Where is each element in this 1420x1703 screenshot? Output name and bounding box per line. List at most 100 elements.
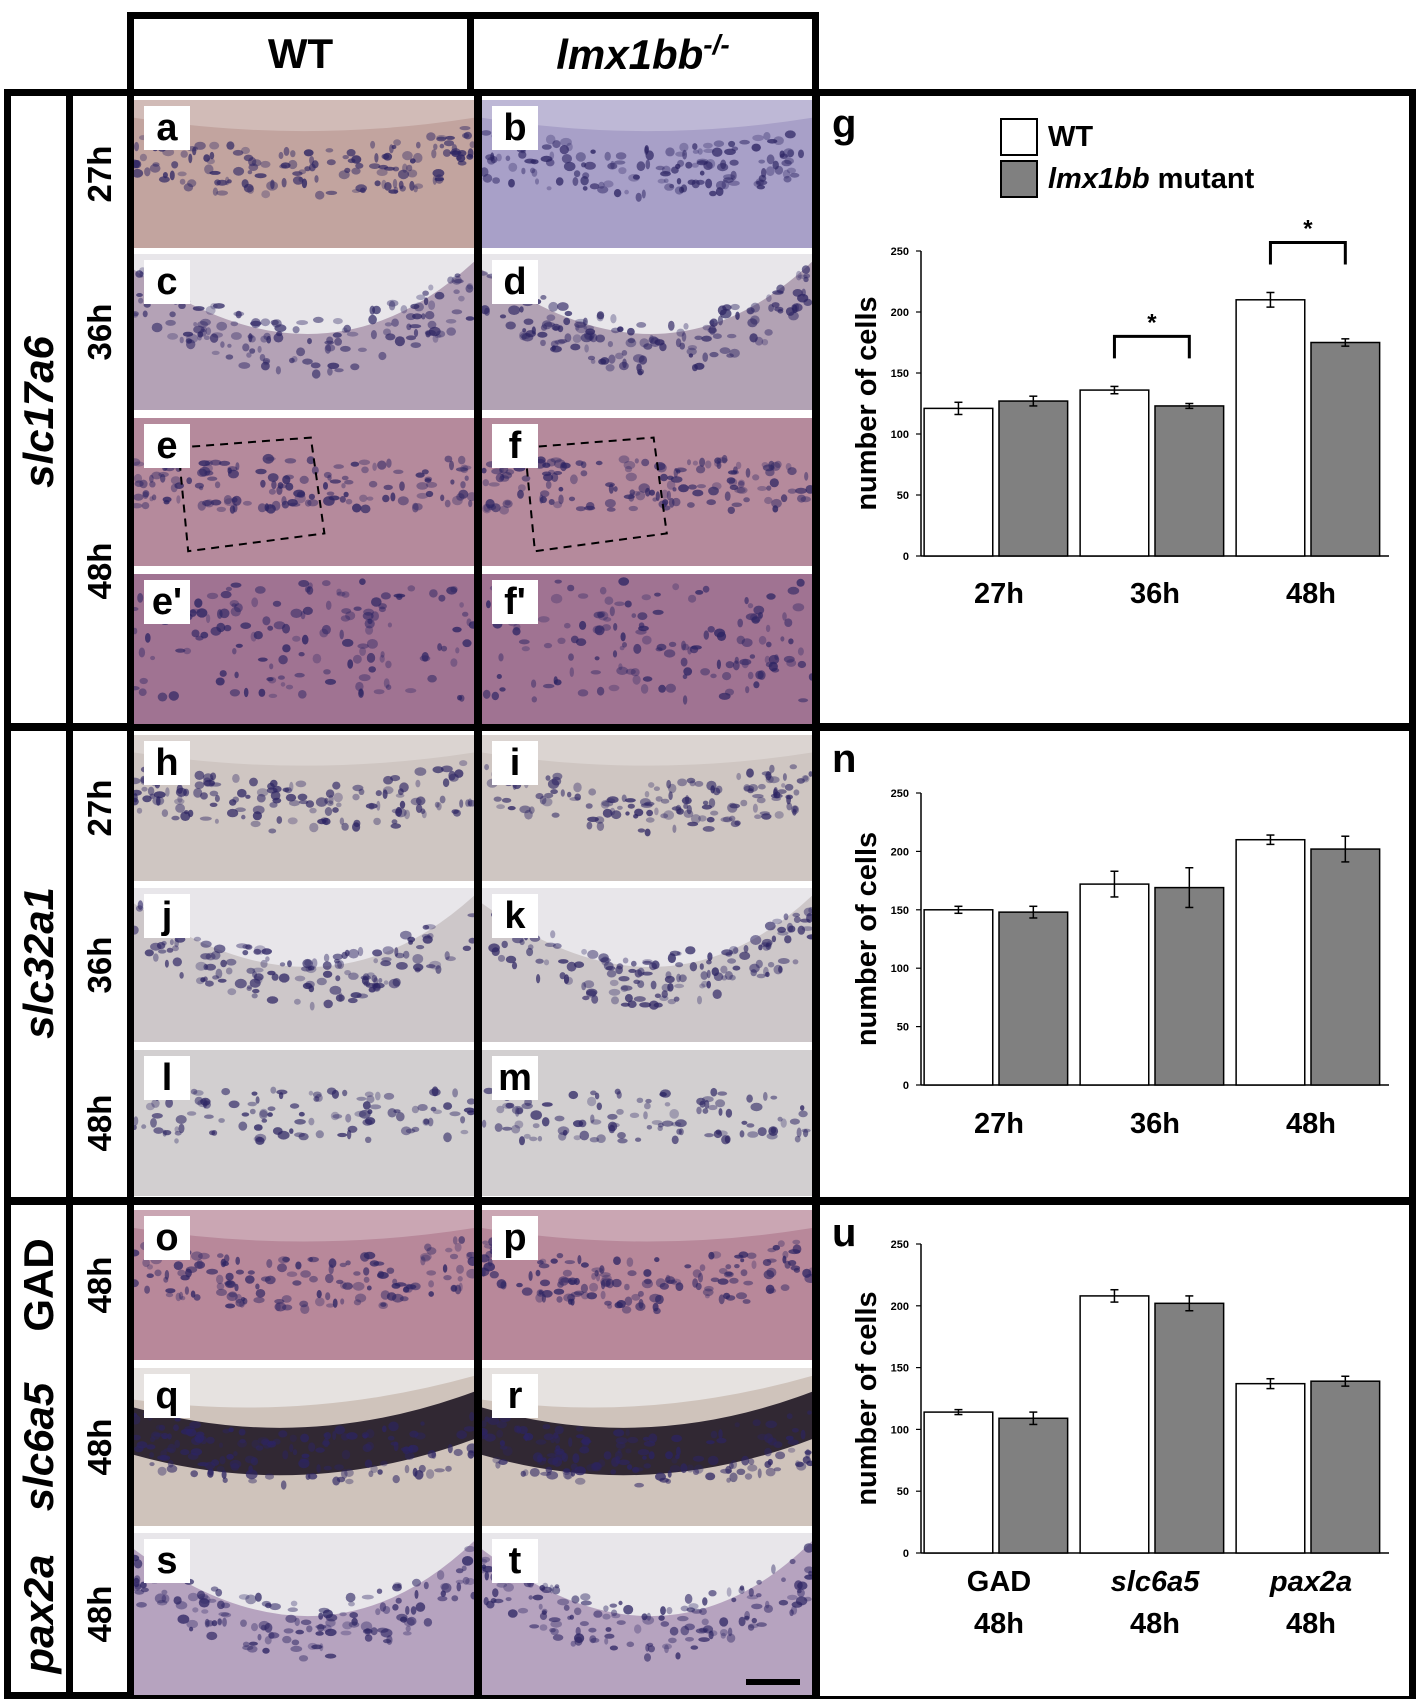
panel-label-d: d xyxy=(492,260,538,304)
stained-cell xyxy=(323,1438,330,1448)
stained-cell xyxy=(200,326,207,333)
stained-cell xyxy=(158,1424,166,1431)
stained-cell xyxy=(207,1469,214,1478)
stained-cell xyxy=(698,1272,703,1283)
stained-cell xyxy=(251,1091,258,1096)
stained-cell xyxy=(142,490,150,498)
stained-cell xyxy=(466,492,474,502)
stained-cell xyxy=(571,1595,580,1604)
stained-cell xyxy=(601,624,612,631)
tissue-image xyxy=(482,735,812,837)
stained-cell xyxy=(220,590,232,599)
stained-cell xyxy=(637,370,643,376)
stained-cell xyxy=(392,1583,402,1592)
stained-cell xyxy=(308,163,316,172)
stained-cell xyxy=(399,1296,409,1302)
stained-cell xyxy=(251,993,258,999)
stained-cell xyxy=(739,658,752,666)
stained-cell xyxy=(763,1091,768,1101)
stained-cell xyxy=(390,823,402,829)
stained-cell xyxy=(241,814,246,820)
stained-cell xyxy=(788,311,799,321)
stained-cell xyxy=(205,327,212,336)
stained-cell xyxy=(518,484,526,492)
stained-cell xyxy=(523,1133,531,1139)
stained-cell xyxy=(795,487,807,494)
stained-cell xyxy=(451,1595,459,1602)
stained-cell xyxy=(727,1627,733,1637)
stained-cell xyxy=(605,1627,612,1632)
stained-cell xyxy=(334,368,344,373)
stained-cell xyxy=(390,775,401,782)
stained-cell xyxy=(765,771,772,781)
stained-cell xyxy=(797,925,806,935)
stained-cell xyxy=(291,1639,300,1646)
stained-cell xyxy=(245,1594,257,1605)
stained-cell xyxy=(366,652,376,663)
stained-cell xyxy=(342,638,354,647)
stained-cell xyxy=(298,1458,310,1469)
stained-cell xyxy=(272,1438,281,1445)
stained-cell xyxy=(229,799,237,806)
stained-cell xyxy=(710,673,717,679)
significance-bracket xyxy=(1268,240,1347,265)
tissue-edge xyxy=(482,1210,812,1242)
stained-cell xyxy=(214,794,220,803)
stained-cell xyxy=(384,322,393,327)
stained-cell xyxy=(204,164,214,175)
stained-cell xyxy=(627,1464,633,1470)
image-panel-a: a xyxy=(134,100,474,248)
stained-cell xyxy=(505,321,516,330)
mutant-gene-name: lmx1bb xyxy=(556,31,704,78)
stained-cell xyxy=(708,324,716,335)
stained-cell xyxy=(295,1629,304,1635)
stained-cell xyxy=(672,583,680,591)
stained-cell xyxy=(601,956,610,966)
stained-cell xyxy=(343,324,351,333)
stained-cell xyxy=(278,151,284,160)
stained-cell xyxy=(445,135,455,140)
stained-cell xyxy=(134,607,139,611)
stained-cell xyxy=(322,961,332,970)
stained-cell xyxy=(369,163,381,169)
stained-cell xyxy=(271,973,279,981)
stained-cell xyxy=(134,480,144,487)
stained-cell xyxy=(413,329,419,337)
time-label: 36h xyxy=(73,254,127,410)
stained-cell xyxy=(440,645,448,652)
stained-cell xyxy=(149,1452,154,1458)
stained-cell xyxy=(773,136,784,145)
stained-cell xyxy=(508,178,515,188)
stained-cell xyxy=(591,1461,602,1472)
stained-cell xyxy=(801,265,810,274)
stained-cell xyxy=(375,1608,381,1616)
stained-cell xyxy=(459,602,464,608)
stained-cell xyxy=(443,1132,452,1143)
stained-cell xyxy=(245,944,253,950)
stained-cell xyxy=(484,764,489,771)
stained-cell xyxy=(707,626,715,633)
stained-cell xyxy=(616,1108,624,1115)
stained-cell xyxy=(642,1455,647,1460)
stained-cell xyxy=(427,320,437,329)
chart-panel-label-g: g xyxy=(832,102,857,146)
stained-cell xyxy=(692,149,699,154)
stained-cell xyxy=(605,1278,615,1289)
stained-cell xyxy=(627,327,635,336)
stained-cell xyxy=(735,461,742,470)
stained-cell xyxy=(514,1425,520,1433)
stained-cell xyxy=(482,479,489,487)
stained-cell xyxy=(531,679,537,688)
stained-cell xyxy=(436,1570,445,1580)
stained-cell xyxy=(200,940,212,948)
stained-cell xyxy=(453,809,461,817)
stained-cell xyxy=(377,460,387,470)
stained-cell xyxy=(260,479,266,488)
stained-cell xyxy=(152,162,160,167)
stained-cell xyxy=(567,584,575,592)
stained-cell xyxy=(747,1624,755,1631)
stained-cell xyxy=(134,503,143,509)
stained-cell xyxy=(158,176,170,183)
stained-cell xyxy=(482,1558,488,1565)
tissue-image xyxy=(134,1210,474,1314)
